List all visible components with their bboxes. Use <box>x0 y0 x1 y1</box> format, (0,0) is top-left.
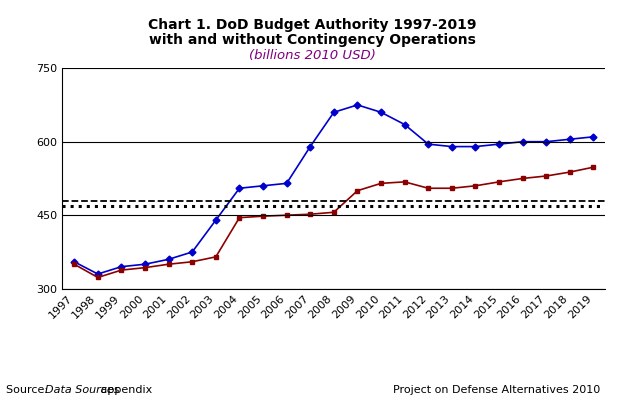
DOD 051 Base Budget <box>71 262 78 267</box>
DOD 051 Base Budget <box>519 176 527 181</box>
DOD 051 Base Budget <box>118 268 125 273</box>
DOD 051 Base Budget <box>330 210 338 215</box>
Text: (billions 2010 USD): (billions 2010 USD) <box>248 49 376 62</box>
Line: DOD 051 Base Budget: DOD 051 Base Budget <box>72 165 596 280</box>
DOD 051 inclds Ops <box>212 218 220 223</box>
DOD 051 inclds Ops <box>188 249 196 254</box>
DOD 051 Base Budget <box>236 215 243 220</box>
Text: Project on Defense Alternatives 2010: Project on Defense Alternatives 2010 <box>393 385 600 395</box>
Line: DOD 051 inclds Ops: DOD 051 inclds Ops <box>72 103 596 276</box>
DOD 051 Base Budget <box>448 186 456 190</box>
DOD 051 inclds Ops <box>542 139 550 144</box>
DOD 051 Base Budget <box>566 170 573 174</box>
Text: appendix: appendix <box>97 385 152 395</box>
Text: Source:: Source: <box>6 385 52 395</box>
DOD 051 Base Budget <box>590 165 597 170</box>
DOD 051 inclds Ops <box>448 144 456 149</box>
DOD 051 inclds Ops <box>236 186 243 190</box>
DOD 051 Base Budget <box>141 265 149 270</box>
DOD 051 inclds Ops <box>424 142 432 146</box>
DOD 051 inclds Ops <box>283 181 290 186</box>
DOD 051 Base Budget <box>354 188 361 193</box>
Text: Chart 1. DoD Budget Authority 1997-2019: Chart 1. DoD Budget Authority 1997-2019 <box>148 18 476 32</box>
DOD 051 Base Budget <box>283 213 290 218</box>
DOD 051 inclds Ops <box>260 183 267 188</box>
DOD 051 inclds Ops <box>118 264 125 269</box>
DOD 051 inclds Ops <box>71 259 78 264</box>
DOD 051 Base Budget <box>424 186 432 190</box>
Text: with and without Contingency Operations: with and without Contingency Operations <box>149 33 475 47</box>
DOD 051 Base Budget <box>260 214 267 219</box>
DOD 051 inclds Ops <box>165 257 172 262</box>
DOD 051 inclds Ops <box>141 262 149 267</box>
DOD 051 Base Budget <box>472 183 479 188</box>
DOD 051 inclds Ops <box>94 271 102 276</box>
DOD 051 inclds Ops <box>495 142 503 146</box>
DOD 051 Base Budget <box>212 255 220 259</box>
DOD 051 Base Budget <box>401 180 408 184</box>
DOD 051 inclds Ops <box>378 110 385 115</box>
DOD 051 inclds Ops <box>330 110 338 115</box>
DOD 051 inclds Ops <box>566 137 573 142</box>
DOD 051 inclds Ops <box>519 139 527 144</box>
DOD 051 Base Budget <box>165 262 172 267</box>
DOD 051 Base Budget <box>306 212 314 217</box>
DOD 051 inclds Ops <box>306 144 314 149</box>
DOD 051 Base Budget <box>188 259 196 264</box>
DOD 051 Base Budget <box>94 275 102 280</box>
DOD 051 Base Budget <box>542 174 550 178</box>
DOD 051 inclds Ops <box>354 103 361 107</box>
DOD 051 inclds Ops <box>472 144 479 149</box>
DOD 051 Base Budget <box>495 180 503 184</box>
DOD 051 inclds Ops <box>590 134 597 139</box>
DOD 051 Base Budget <box>378 181 385 186</box>
DOD 051 inclds Ops <box>401 122 408 127</box>
Text: Data Sources: Data Sources <box>45 385 119 395</box>
